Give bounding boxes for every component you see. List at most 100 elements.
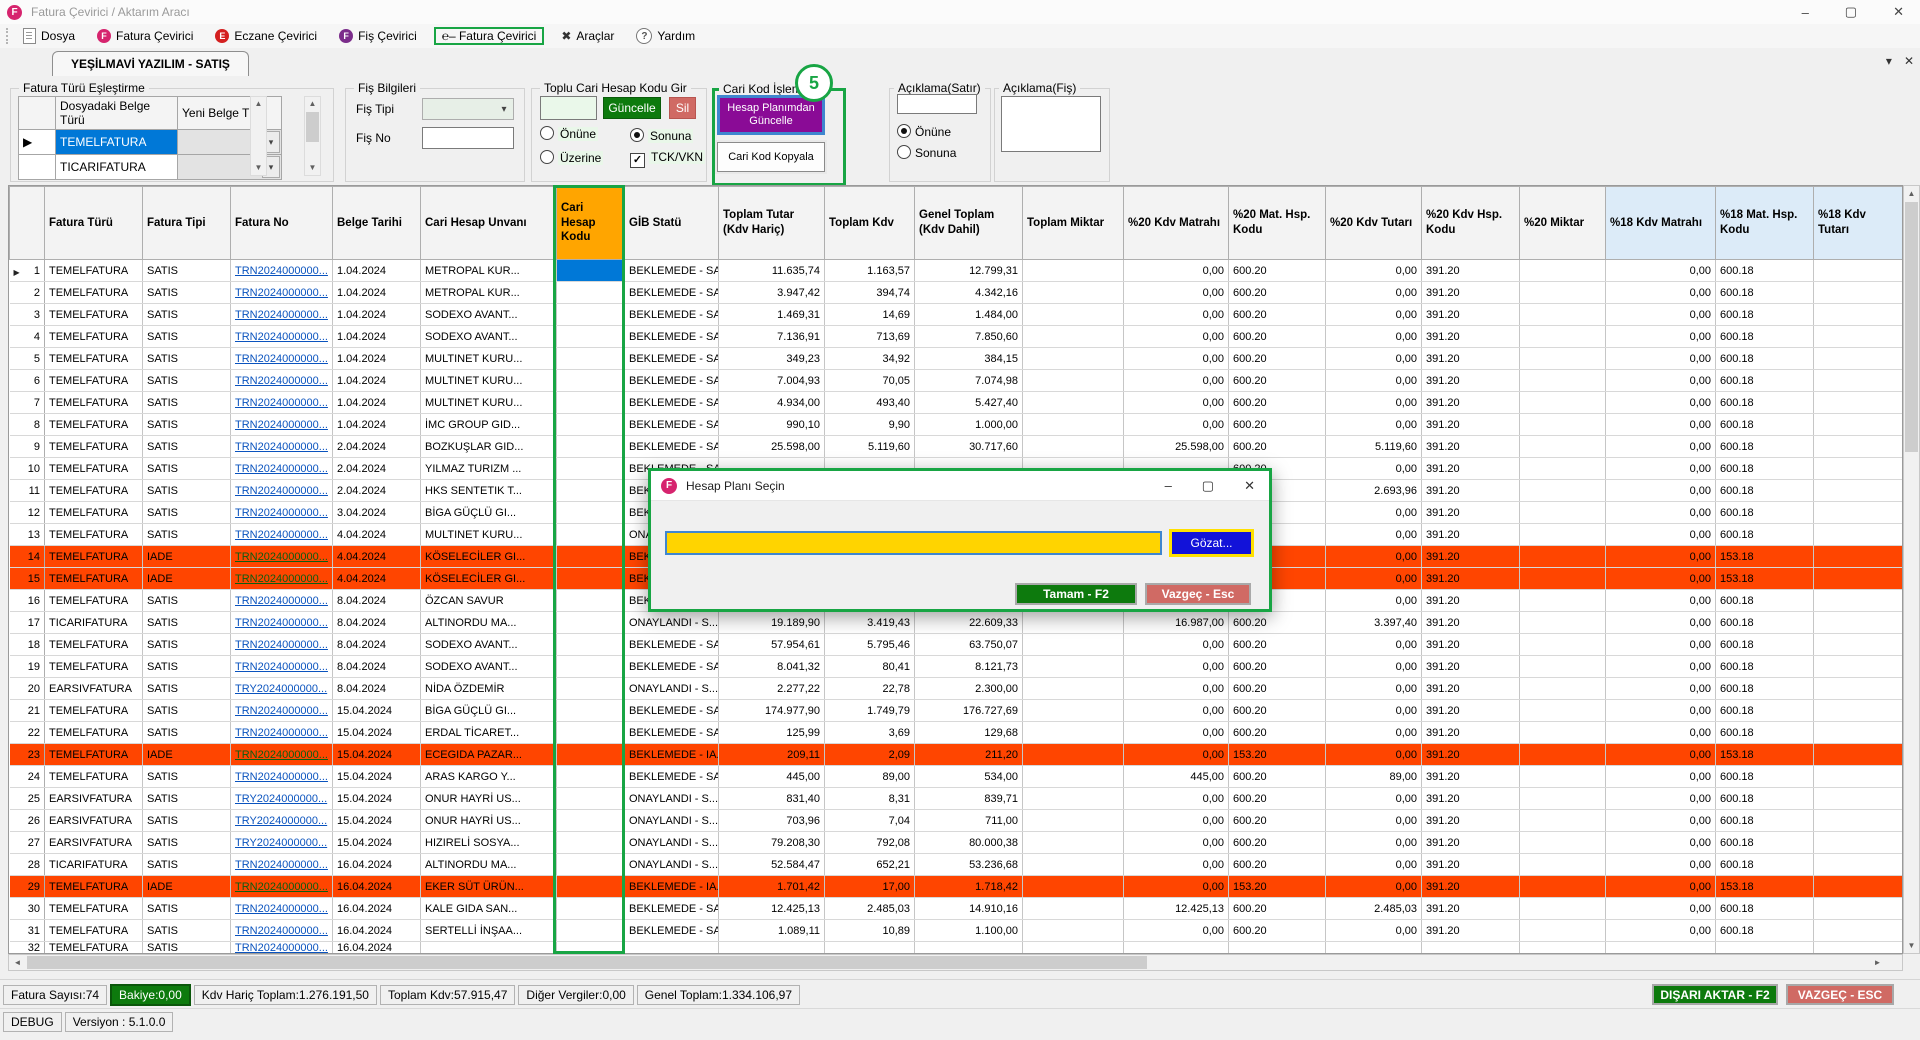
col-header-t18[interactable]: %18 Kdv Tutarı [1814, 187, 1903, 260]
t18-cell[interactable] [1814, 326, 1903, 348]
col-header-mik20[interactable]: %20 Miktar [1520, 187, 1606, 260]
m20-cell[interactable]: 0,00 [1124, 304, 1229, 326]
row-number-cell[interactable]: 28 [10, 854, 45, 876]
kh20-cell[interactable]: 391.20 [1422, 590, 1520, 612]
mh20-cell[interactable]: 600.20 [1229, 810, 1326, 832]
mh18-cell[interactable]: 600.18 [1716, 370, 1814, 392]
mh20-cell[interactable]: 600.20 [1229, 722, 1326, 744]
tarih-cell[interactable]: 1.04.2024 [333, 260, 421, 282]
miktar-cell[interactable] [1023, 722, 1124, 744]
fatura-no-link[interactable]: TRN2024000000... [235, 925, 328, 937]
turu-cell[interactable]: TEMELFATURA [45, 524, 143, 546]
m20-cell[interactable]: 0,00 [1124, 678, 1229, 700]
genel-cell[interactable]: 30.717,60 [915, 436, 1023, 458]
mik20-cell[interactable] [1520, 546, 1606, 568]
cari-hesap-kodu-cell[interactable] [557, 414, 625, 436]
invoice-row[interactable]: 30TEMELFATURASATISTRN2024000000...16.04.… [10, 898, 1903, 920]
m18-cell[interactable]: 0,00 [1606, 282, 1716, 304]
miktar-cell[interactable] [1023, 942, 1124, 955]
menu-efatura-cevirici[interactable]: ℮– Fatura Çevirici [434, 27, 545, 45]
kdv-cell[interactable]: 3,69 [825, 722, 915, 744]
statu-cell[interactable]: ONAYLANDI - S... [625, 810, 719, 832]
m18-cell[interactable]: 0,00 [1606, 502, 1716, 524]
menu-araclar[interactable]: ✖Araçlar [556, 27, 619, 45]
tarih-cell[interactable]: 1.04.2024 [333, 304, 421, 326]
radio-checked-icon[interactable] [630, 128, 644, 142]
kdv-cell[interactable]: 792,08 [825, 832, 915, 854]
unvan-cell[interactable]: EKER SÜT ÜRÜN... [421, 876, 557, 898]
fatura-no-link[interactable]: TRN2024000000... [235, 463, 328, 475]
tutar-cell[interactable]: 445,00 [719, 766, 825, 788]
fatura-no-link[interactable]: TRN2024000000... [235, 397, 328, 409]
t20-cell[interactable]: 0,00 [1326, 810, 1422, 832]
radio-sonuna[interactable]: Sonuna [630, 128, 693, 143]
m18-cell[interactable]: 0,00 [1606, 920, 1716, 942]
mik20-cell[interactable] [1520, 832, 1606, 854]
statu-cell[interactable]: BEKLEMEDE - SA... [625, 898, 719, 920]
radio-icon[interactable] [540, 150, 554, 164]
mik20-cell[interactable] [1520, 898, 1606, 920]
t20-cell[interactable]: 2.693,96 [1326, 480, 1422, 502]
tarih-cell[interactable]: 15.04.2024 [333, 810, 421, 832]
fatura-no-cell[interactable]: TRY2024000000... [231, 832, 333, 854]
invoice-row[interactable]: 4TEMELFATURASATISTRN2024000000...1.04.20… [10, 326, 1903, 348]
mh18-cell[interactable]: 600.18 [1716, 810, 1814, 832]
t18-cell[interactable] [1814, 612, 1903, 634]
cari-hesap-kodu-cell[interactable] [557, 436, 625, 458]
mh18-cell[interactable]: 600.18 [1716, 722, 1814, 744]
invoice-row[interactable]: 27EARSIVFATURASATISTRY2024000000...15.04… [10, 832, 1903, 854]
tipi-cell[interactable]: IADE [143, 876, 231, 898]
invoice-row[interactable]: 25EARSIVFATURASATISTRY2024000000...15.04… [10, 788, 1903, 810]
t18-cell[interactable] [1814, 524, 1903, 546]
col-header-tarih[interactable]: Belge Tarihi [333, 187, 421, 260]
tab-yesilmavi-yazilim-satis[interactable]: YEŞİLMAVİ YAZILIM - SATIŞ [52, 51, 249, 76]
menu-fatura-cevirici[interactable]: FFatura Çevirici [92, 27, 198, 45]
t18-cell[interactable] [1814, 766, 1903, 788]
tarih-cell[interactable]: 15.04.2024 [333, 700, 421, 722]
kh20-cell[interactable]: 391.20 [1422, 370, 1520, 392]
tarih-cell[interactable]: 16.04.2024 [333, 920, 421, 942]
mik20-cell[interactable] [1520, 348, 1606, 370]
mik20-cell[interactable] [1520, 810, 1606, 832]
tarih-cell[interactable]: 15.04.2024 [333, 832, 421, 854]
fatura-no-cell[interactable]: TRN2024000000... [231, 612, 333, 634]
kh20-cell[interactable]: 391.20 [1422, 260, 1520, 282]
fatura-no-cell[interactable]: TRY2024000000... [231, 678, 333, 700]
miktar-cell[interactable] [1023, 920, 1124, 942]
kdv-cell[interactable]: 5.119,60 [825, 436, 915, 458]
genel-cell[interactable]: 2.300,00 [915, 678, 1023, 700]
fis-tipi-select[interactable]: ▾ [422, 98, 514, 120]
kdv-cell[interactable]: 7,04 [825, 810, 915, 832]
tutar-cell[interactable]: 12.425,13 [719, 898, 825, 920]
row-number-cell[interactable]: 22 [10, 722, 45, 744]
t20-cell[interactable] [1326, 942, 1422, 955]
cari-hesap-kodu-cell[interactable] [557, 260, 625, 282]
fatura-no-cell[interactable]: TRN2024000000... [231, 744, 333, 766]
unvan-cell[interactable]: BOZKUŞLAR GID... [421, 436, 557, 458]
t20-cell[interactable]: 0,00 [1326, 568, 1422, 590]
m18-cell[interactable]: 0,00 [1606, 854, 1716, 876]
col-header-miktar[interactable]: Toplam Miktar [1023, 187, 1124, 260]
t20-cell[interactable]: 0,00 [1326, 414, 1422, 436]
row-number-cell[interactable]: 17 [10, 612, 45, 634]
turu-cell[interactable]: TEMELFATURA [45, 502, 143, 524]
turu-cell[interactable]: TEMELFATURA [45, 458, 143, 480]
tipi-cell[interactable]: SATIS [143, 656, 231, 678]
t18-cell[interactable] [1814, 370, 1903, 392]
row-number-cell[interactable]: 16 [10, 590, 45, 612]
mh18-cell[interactable]: 600.18 [1716, 282, 1814, 304]
unvan-cell[interactable] [421, 942, 557, 955]
t20-cell[interactable]: 0,00 [1326, 524, 1422, 546]
guncelle-button[interactable]: Güncelle [603, 97, 661, 119]
kh20-cell[interactable]: 391.20 [1422, 392, 1520, 414]
invoice-row[interactable]: 5TEMELFATURASATISTRN2024000000...1.04.20… [10, 348, 1903, 370]
miktar-cell[interactable] [1023, 612, 1124, 634]
tarih-cell[interactable]: 8.04.2024 [333, 634, 421, 656]
tarih-cell[interactable]: 3.04.2024 [333, 502, 421, 524]
unvan-cell[interactable]: MULTINET KURU... [421, 392, 557, 414]
miktar-cell[interactable] [1023, 744, 1124, 766]
kh20-cell[interactable]: 391.20 [1422, 678, 1520, 700]
col-header-tutar[interactable]: Toplam Tutar (Kdv Hariç) [719, 187, 825, 260]
kdv-cell[interactable]: 493,40 [825, 392, 915, 414]
fatura-no-cell[interactable]: TRN2024000000... [231, 260, 333, 282]
